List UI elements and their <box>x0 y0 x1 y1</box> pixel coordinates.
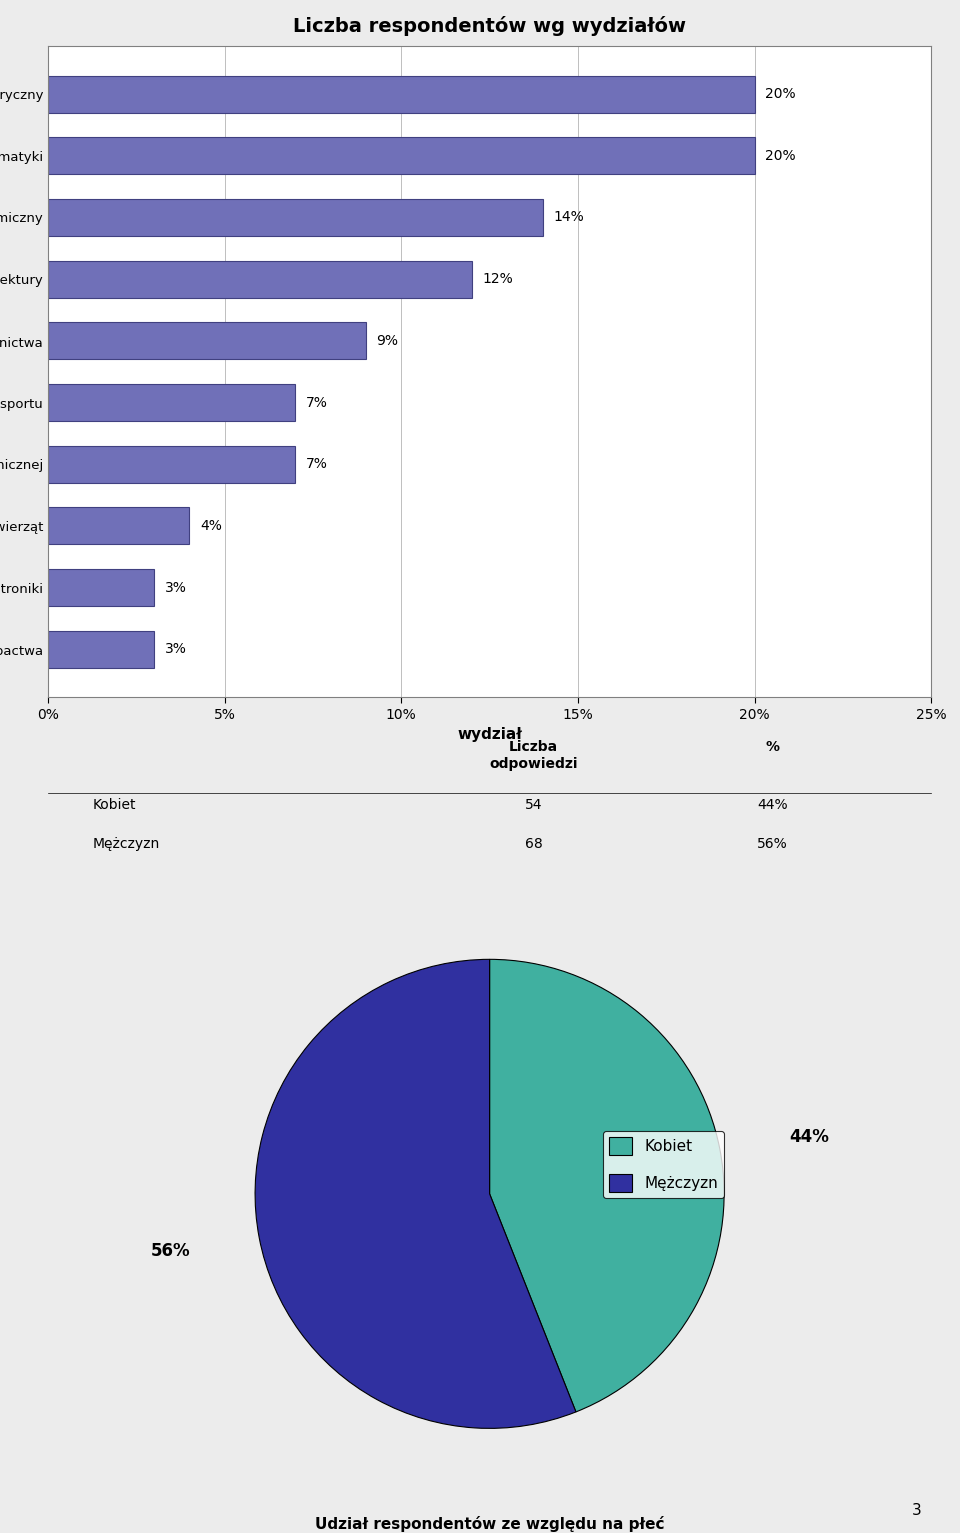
Text: Liczba
odpowiedzi: Liczba odpowiedzi <box>490 740 578 771</box>
Text: 54: 54 <box>525 799 542 812</box>
Bar <box>48 569 154 606</box>
Bar <box>48 199 542 236</box>
Text: %: % <box>765 740 780 754</box>
Text: 68: 68 <box>525 837 542 851</box>
Bar <box>48 261 472 297</box>
Title: Liczba respondentów wg wydziałów: Liczba respondentów wg wydziałów <box>293 17 686 37</box>
Text: 7%: 7% <box>306 457 327 471</box>
Text: 44%: 44% <box>756 799 787 812</box>
Text: 56%: 56% <box>756 837 787 851</box>
Text: Mężczyzn: Mężczyzn <box>92 837 159 851</box>
Bar <box>48 630 154 668</box>
Text: 7%: 7% <box>306 396 327 409</box>
Text: 9%: 9% <box>376 334 398 348</box>
Wedge shape <box>255 960 576 1429</box>
Bar <box>48 507 189 544</box>
Text: 20%: 20% <box>765 149 796 162</box>
Bar <box>48 75 755 112</box>
Text: 20%: 20% <box>765 87 796 101</box>
Text: Udział respondentów ze względu na płeć: Udział respondentów ze względu na płeć <box>315 1516 664 1533</box>
Text: 3%: 3% <box>164 642 186 656</box>
Text: 3%: 3% <box>164 581 186 595</box>
Bar <box>48 138 755 175</box>
Text: 14%: 14% <box>553 210 584 224</box>
Wedge shape <box>490 960 724 1412</box>
Text: 44%: 44% <box>789 1128 828 1145</box>
Bar <box>48 322 366 359</box>
Text: 3: 3 <box>912 1502 922 1518</box>
X-axis label: wydział: wydział <box>457 728 522 742</box>
Bar <box>48 385 296 422</box>
Legend: Kobiet, Mężczyzn: Kobiet, Mężczyzn <box>603 1131 724 1199</box>
Text: 12%: 12% <box>483 273 514 287</box>
Text: 56%: 56% <box>151 1242 190 1260</box>
Bar <box>48 446 296 483</box>
Text: 4%: 4% <box>200 520 222 533</box>
Text: Kobiet: Kobiet <box>92 799 135 812</box>
